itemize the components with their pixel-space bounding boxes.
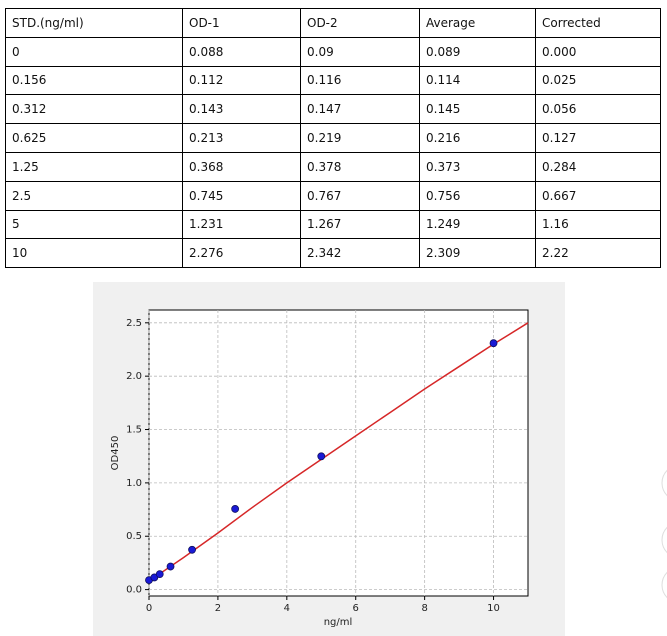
table-row: 0.312 0.143 0.147 0.145 0.056 [5, 94, 661, 125]
table-row: 10 2.276 2.342 2.309 2.22 [5, 238, 661, 269]
fit-curve [148, 322, 529, 582]
table-cell: 0.368 [182, 151, 301, 182]
x-tick-label: 2 [215, 603, 221, 614]
table-row: 0 0.088 0.09 0.089 0.000 [5, 36, 661, 67]
x-tick-label: 6 [353, 603, 359, 614]
table-cell: 0.088 [182, 36, 301, 67]
x-tick-label: 4 [284, 603, 290, 614]
side-button[interactable] [661, 465, 667, 501]
x-tick-label: 8 [421, 603, 427, 614]
table-cell: 2.276 [182, 238, 301, 269]
y-tick-label: 0.0 [126, 585, 142, 596]
table-cell: 2.22 [535, 238, 661, 269]
table-cell: 1.267 [300, 209, 420, 240]
data-point [231, 505, 240, 513]
table-cell: 0.284 [535, 151, 661, 182]
plot-area [148, 309, 529, 597]
table-row: 5 1.231 1.267 1.249 1.16 [5, 209, 661, 240]
table-cell: 10 [5, 238, 183, 269]
data-point [317, 452, 326, 461]
table-cell: 0.145 [419, 94, 536, 125]
header-row: STD.(ng/ml) OD-1 OD-2 Average Corrected [5, 8, 661, 38]
table-cell: 2.342 [300, 238, 420, 269]
data-point [489, 339, 498, 348]
table-cell: 0.373 [419, 151, 536, 182]
y-tick-label: 2.5 [126, 318, 142, 329]
side-button[interactable] [661, 567, 667, 603]
x-tick-label: 10 [487, 603, 500, 614]
data-point [155, 570, 164, 579]
y-tick-label: 1.0 [126, 478, 142, 489]
y-axis-label: OD450 [110, 436, 121, 471]
x-tick-label: 0 [146, 603, 152, 614]
table-cell: 2.5 [5, 180, 183, 211]
table-cell: 2.309 [419, 238, 536, 269]
table-cell: 0.116 [300, 65, 420, 96]
data-point [188, 545, 196, 554]
table-cell: 0.216 [419, 123, 536, 153]
x-axis-label: ng/ml [324, 617, 353, 628]
table-cell: 0.09 [300, 36, 420, 67]
table-cell: 0.667 [535, 180, 661, 211]
table-cell: Corrected [535, 8, 661, 38]
y-tick-label: 1.5 [126, 425, 142, 436]
table-cell: 1.16 [535, 209, 661, 240]
table-cell: Average [419, 8, 536, 38]
data-point [166, 562, 175, 571]
table-cell: 0.312 [5, 94, 183, 125]
standard-table: STD.(ng/ml) OD-1 OD-2 Average Corrected 0 0.08… [5, 8, 661, 269]
table-cell: STD.(ng/ml) [5, 8, 183, 38]
y-tick-label: 0.5 [126, 531, 142, 542]
y-tick-label: 2.0 [126, 371, 142, 382]
table-cell: OD-1 [182, 8, 301, 38]
table-cell: 0.213 [182, 123, 301, 153]
table-cell: 0.147 [300, 94, 420, 125]
side-button[interactable] [661, 522, 667, 558]
table-cell: 0.114 [419, 65, 536, 96]
